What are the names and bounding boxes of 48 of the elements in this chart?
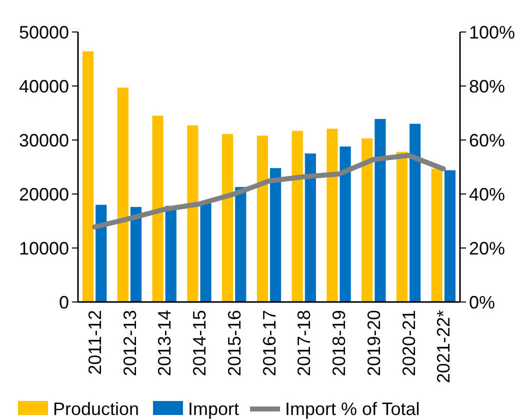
x-tick-label: 2016-17 (259, 310, 280, 376)
bar (270, 168, 282, 302)
x-tick-label: 2019-20 (364, 310, 384, 376)
bar (200, 203, 212, 302)
y2-tick-label: 100% (469, 22, 516, 42)
bar (117, 88, 128, 302)
bar (431, 168, 442, 302)
bar (222, 134, 234, 302)
y-tick-label: 30000 (18, 130, 69, 150)
bar (235, 186, 246, 302)
bar (96, 204, 107, 302)
bar (82, 51, 94, 302)
bar (362, 138, 373, 302)
y2-tick-label: 0% (469, 292, 496, 312)
bar (165, 206, 176, 302)
x-tick-label: 2011-12 (84, 310, 105, 375)
bar (292, 130, 303, 302)
bar (187, 125, 198, 302)
bar (396, 152, 408, 302)
legend-label: Import (188, 399, 240, 419)
y-tick-label: 0 (58, 292, 69, 312)
y2-tick-label: 60% (469, 130, 506, 150)
bar (326, 128, 338, 302)
bar (130, 206, 142, 302)
x-tick-label: 2014-15 (190, 310, 210, 376)
y2-tick-label: 80% (469, 76, 506, 96)
bar (152, 116, 164, 302)
y-tick-label: 20000 (18, 184, 69, 204)
y2-tick-label: 40% (469, 184, 506, 204)
x-tick-label: 2020-21 (398, 310, 419, 376)
bar (256, 136, 268, 302)
y-tick-label: 50000 (18, 22, 69, 42)
x-tick-label: 2018-19 (329, 310, 350, 376)
x-tick-label: 2017-18 (294, 310, 314, 376)
y-tick-label: 10000 (18, 238, 69, 258)
bar (340, 146, 351, 302)
legend-label: Import % of Total (285, 399, 420, 419)
x-tick-label: 2021-22* (434, 310, 454, 384)
x-tick-label: 2013-14 (154, 310, 175, 376)
bar (410, 124, 421, 302)
y2-tick-label: 20% (469, 238, 506, 258)
bar (304, 154, 316, 302)
y-tick-label: 40000 (18, 76, 69, 96)
legend-label: Production (53, 399, 140, 419)
x-tick-label: 2015-16 (224, 310, 244, 376)
bar (444, 170, 456, 302)
bar (374, 118, 386, 302)
x-tick-label: 2012-13 (120, 310, 140, 376)
